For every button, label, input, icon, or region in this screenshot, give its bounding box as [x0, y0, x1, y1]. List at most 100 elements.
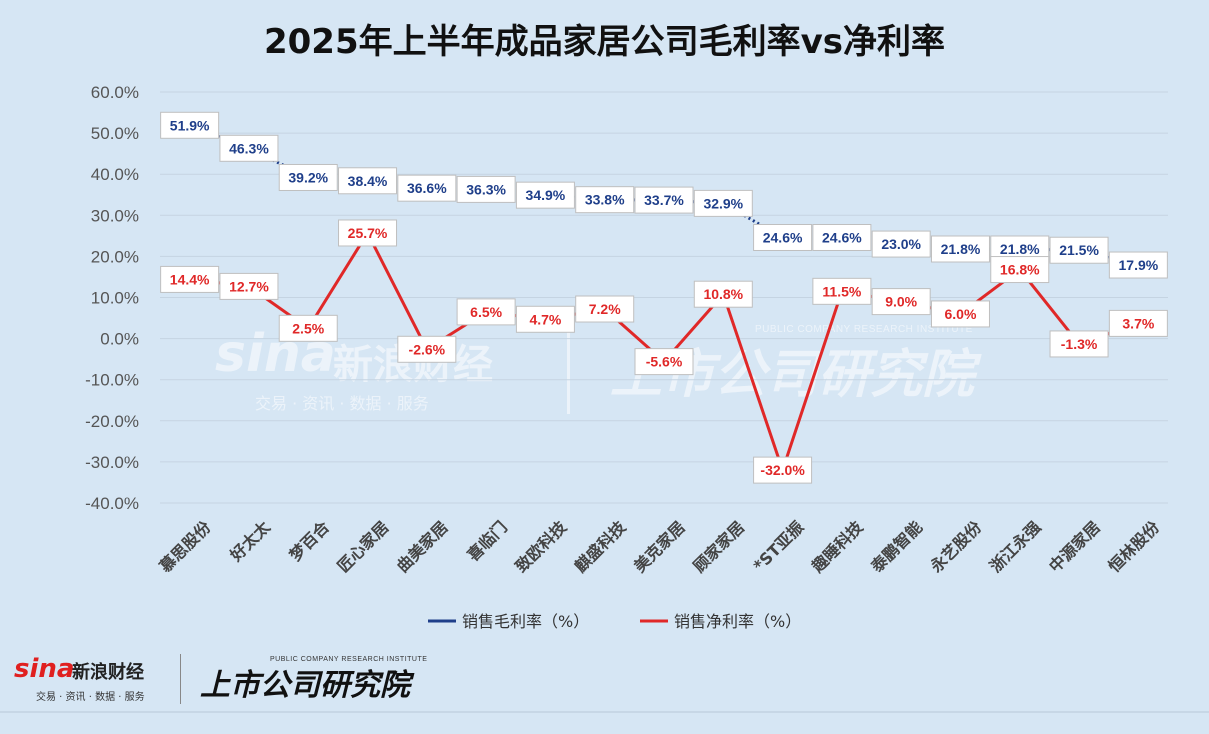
data-label-text: 7.2% [589, 301, 621, 317]
data-label-box [812, 277, 872, 305]
data-label-text: 6.5% [470, 304, 502, 320]
footer-research-en: PUBLIC COMPANY RESEARCH INSTITUTE [270, 656, 428, 663]
data-label-box [456, 175, 516, 203]
y-axis-ticks: 60.0% 50.0% 40.0% 30.0% 20.0% 10.0% 0.0% -10.0%… [85, 83, 139, 513]
data-label: 39.2% [278, 163, 338, 191]
data-label-text: 11.5% [822, 283, 861, 299]
data-label-text: 6.0% [945, 306, 977, 322]
footer-logo: sina 新浪财经 交易 · 资讯 · 数据 · 服务 PUBLIC COMPA… [14, 652, 434, 708]
data-label-box [634, 348, 694, 376]
y-tick-label: -30.0% [85, 453, 139, 472]
y-tick-label: 40.0% [91, 165, 139, 184]
x-category-label: 匠心家居 [334, 517, 393, 576]
data-label-box [219, 272, 279, 300]
legend-item: 销售净利率（%） [640, 612, 801, 631]
y-tick-label: 20.0% [91, 247, 139, 266]
footer-tagline: 交易 · 资讯 · 数据 · 服务 [36, 692, 145, 703]
data-label-box [575, 295, 635, 323]
data-label: 11.5% [812, 277, 872, 305]
x-category-label: 喜临门 [464, 517, 511, 564]
data-label: 36.6% [397, 174, 457, 202]
data-label-box [990, 256, 1050, 284]
data-label: 24.6% [753, 223, 813, 251]
data-label: 16.8% [990, 256, 1050, 284]
data-label-box [338, 167, 398, 195]
net-margin-labels: 14.4% 12.7% 2.5% 25.7% -2.6% 6.5% 4.7% 7.2% -5.6… [160, 219, 1168, 484]
y-tick-label: 60.0% [91, 83, 139, 102]
footer-research: 上市公司研究院 [200, 668, 410, 703]
data-label: 2.5% [278, 314, 338, 342]
data-label: 21.5% [1049, 236, 1109, 264]
data-label: 51.9% [160, 111, 220, 139]
x-category-label: 美克家居 [630, 517, 689, 576]
gridlines [160, 91, 1168, 504]
data-label: 21.8% [930, 235, 990, 263]
data-label-box [1049, 330, 1109, 358]
data-label-box [160, 265, 220, 293]
legend: 销售毛利率（%） 销售净利率（%） [428, 612, 801, 631]
x-category-label: 曲美家居 [393, 517, 452, 576]
data-label-box [575, 186, 635, 214]
y-tick-label: -10.0% [85, 371, 139, 390]
data-label-text: -5.6% [646, 354, 683, 370]
data-label: 46.3% [219, 134, 279, 162]
data-label-text: 36.6% [407, 180, 447, 196]
x-category-label: 浙江永强 [986, 517, 1045, 576]
data-label-box [515, 305, 575, 333]
data-label-text: 23.0% [881, 236, 921, 252]
x-category-label: 好太太 [226, 517, 275, 566]
data-label: 38.4% [338, 167, 398, 195]
data-label: 32.9% [693, 189, 753, 217]
data-label: 10.8% [693, 280, 753, 308]
data-label-text: 46.3% [229, 140, 269, 156]
data-label-box [871, 230, 931, 258]
y-tick-label: -40.0% [85, 494, 139, 513]
y-tick-label: 10.0% [91, 289, 139, 308]
data-label-text: 51.9% [170, 117, 210, 133]
data-label-text: 12.7% [229, 278, 269, 294]
data-label-text: 14.4% [170, 271, 210, 287]
data-label: 36.3% [456, 175, 516, 203]
data-label-text: 10.8% [703, 286, 743, 302]
x-category-label: 泰鹏智能 [867, 517, 926, 576]
data-label-box [930, 300, 990, 328]
data-label: 4.7% [515, 305, 575, 333]
data-label-text: 21.8% [1000, 241, 1040, 257]
data-label: 6.0% [930, 300, 990, 328]
data-label-box [753, 223, 813, 251]
data-label-text: 25.7% [348, 225, 388, 241]
data-label: 34.9% [515, 181, 575, 209]
legend-label: 销售毛利率（%） [462, 612, 589, 631]
data-label-text: -2.6% [409, 341, 446, 357]
data-label: -32.0% [753, 456, 813, 484]
data-label-text: -32.0% [760, 462, 805, 478]
x-category-label: 趣睡科技 [807, 517, 867, 577]
x-category-label: 致欧科技 [512, 517, 571, 576]
data-label: 6.5% [456, 298, 516, 326]
data-label-text: 24.6% [822, 229, 862, 245]
data-label: -1.3% [1049, 330, 1109, 358]
data-label: 12.7% [219, 272, 279, 300]
x-category-label: 中源家居 [1045, 517, 1104, 576]
data-label-box [812, 223, 872, 251]
x-category-label: *ST亚振 [750, 517, 808, 575]
data-label-text: 21.8% [941, 241, 981, 257]
data-label-text: 16.8% [1000, 262, 1040, 278]
y-tick-label: -20.0% [85, 412, 139, 431]
data-label-box [278, 163, 338, 191]
data-label-text: 4.7% [529, 311, 561, 327]
data-label-box [338, 219, 398, 247]
data-label-text: 39.2% [288, 169, 328, 185]
legend-label: 销售净利率（%） [674, 612, 801, 631]
data-label-text: 9.0% [885, 294, 917, 310]
data-label: 17.9% [1108, 251, 1168, 279]
y-tick-label: 50.0% [91, 124, 139, 143]
data-label-text: 2.5% [292, 320, 324, 336]
data-label-text: 3.7% [1122, 315, 1154, 331]
x-category-label: 慕思股份 [155, 517, 215, 577]
data-label-box [278, 314, 338, 342]
data-label-box [1108, 251, 1168, 279]
data-label: 25.7% [338, 219, 398, 247]
data-label: 24.6% [812, 223, 872, 251]
